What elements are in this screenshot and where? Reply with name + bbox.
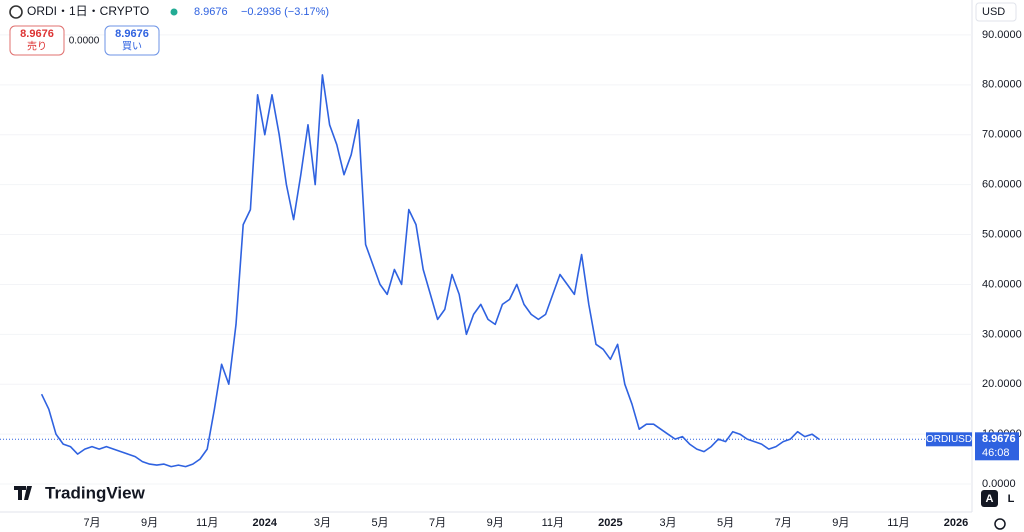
- x-tick-label: 9月: [832, 517, 849, 529]
- currency: USD: [982, 6, 1005, 18]
- x-tick-label: 2025: [598, 517, 622, 529]
- price-tag-value: 8.9676: [982, 433, 1016, 445]
- price-tag-countdown: 46:08: [982, 447, 1010, 459]
- buy-button[interactable]: [104, 25, 160, 56]
- log-label[interactable]: L: [1008, 493, 1015, 505]
- auto-button[interactable]: [981, 490, 998, 507]
- logo: TradingView: [45, 483, 146, 502]
- y-tick-label: 90.0000: [982, 29, 1022, 41]
- price-tag-name: ORDIUSD: [926, 434, 972, 445]
- x-tick-label: 9月: [141, 517, 158, 529]
- y-tick-label: 40.0000: [982, 278, 1022, 290]
- sell-button[interactable]: [9, 25, 65, 56]
- x-tick-label: 9月: [487, 517, 504, 529]
- x-tick-label: 7月: [429, 517, 446, 529]
- last-price: 8.9676: [194, 6, 228, 18]
- y-tick-label: 0.0000: [982, 478, 1016, 490]
- status-dot: [170, 8, 178, 16]
- price-tag-name-bg: [926, 432, 972, 447]
- buy-label: 買い: [122, 41, 142, 53]
- x-tick-label: 11月: [196, 517, 218, 529]
- y-tick-label: 30.0000: [982, 328, 1022, 340]
- x-tick-label: 3月: [314, 517, 331, 529]
- sell-price: 8.9676: [20, 28, 54, 40]
- x-tick-label: 2024: [253, 517, 278, 529]
- x-tick-label: 7月: [83, 517, 100, 529]
- y-tick-label: 60.0000: [982, 179, 1022, 191]
- price-tag-bg: [975, 432, 1019, 461]
- x-tick-label: 11月: [542, 517, 564, 529]
- x-tick-label: 2026: [944, 517, 968, 529]
- settings-icon[interactable]: [994, 518, 1006, 530]
- x-tick-label: 3月: [659, 517, 676, 529]
- spread: 0.0000: [69, 36, 100, 47]
- y-tick-label: 50.0000: [982, 228, 1022, 240]
- x-tick-label: 11月: [887, 517, 909, 529]
- y-tick-label: 80.0000: [982, 79, 1022, 91]
- y-tick-label: 70.0000: [982, 129, 1022, 141]
- x-tick-label: 5月: [717, 517, 734, 529]
- price-line: [40, 74, 820, 468]
- logo-icon: [14, 486, 32, 500]
- plot: [0, 34, 972, 485]
- auto-label: A: [986, 493, 994, 505]
- currency-button[interactable]: [975, 2, 1017, 22]
- x-tick-label: 5月: [371, 517, 388, 529]
- change: −0.2936 (−3.17%): [241, 6, 329, 18]
- buy-price: 8.9676: [115, 28, 149, 40]
- y-tick-label: 20.0000: [982, 378, 1022, 390]
- x-tick-label: 7月: [775, 517, 792, 529]
- sell-label: 売り: [27, 40, 47, 53]
- header: ORDI・1日・CRYPTO 8.9676 −0.2936 (−3.17%) 8…: [9, 4, 329, 56]
- symbol-icon: [9, 5, 23, 19]
- symbol: ORDI・1日・CRYPTO: [27, 4, 149, 18]
